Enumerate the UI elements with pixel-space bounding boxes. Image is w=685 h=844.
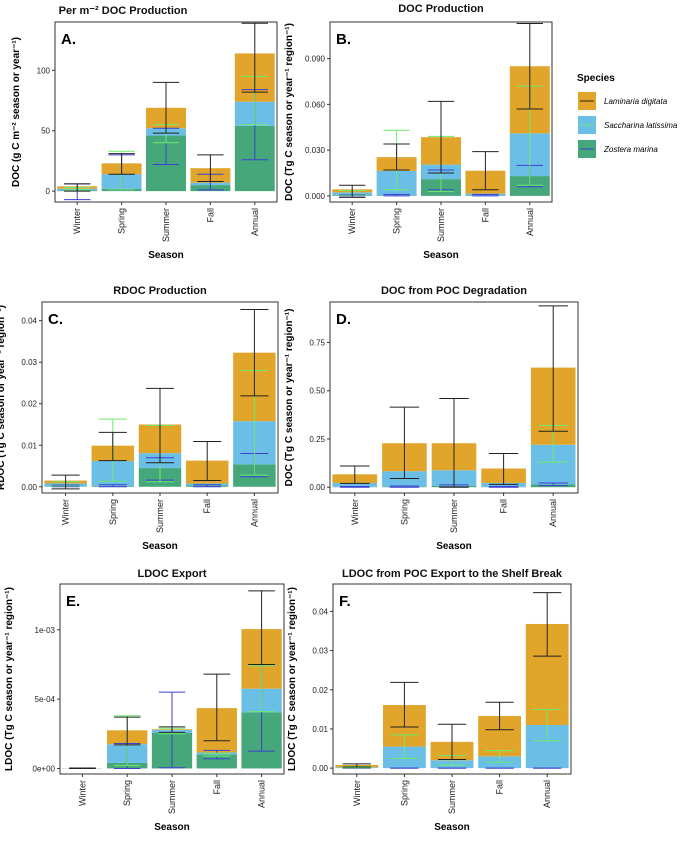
x-tick-label: Fall xyxy=(202,499,212,514)
bar-saccharina-fall xyxy=(481,482,526,487)
y-axis-label: DOC (Tg C season or year⁻¹ region⁻¹) xyxy=(284,23,295,201)
panel-a: Per m⁻² DOC Production A. 0 50 100 DOC (g C m… xyxy=(11,5,278,261)
x-tick-label: Fall xyxy=(495,780,505,795)
bar-saccharina-winter xyxy=(332,482,378,487)
x-tick-label: Winter xyxy=(77,780,87,806)
panel-e: LDOC Export E. 0e+00 5e-04 1e-03 LDOC (Tg C s… xyxy=(4,568,285,833)
x-tick-label: Summer xyxy=(449,499,459,533)
y-tick-label: 0.02 xyxy=(21,400,37,409)
x-tick-label: Fall xyxy=(212,780,222,795)
x-tick-label: Summer xyxy=(436,208,446,242)
x-tick-label: Fall xyxy=(205,208,215,223)
panel-title: Per m⁻² DOC Production xyxy=(59,5,188,17)
y-tick-label: 0.01 xyxy=(21,441,37,450)
x-axis-label: Season xyxy=(148,250,184,261)
panel-letter: A. xyxy=(61,31,76,48)
y-tick-label: 0.04 xyxy=(312,607,328,616)
panel-letter: C. xyxy=(48,311,63,328)
panel-letter: E. xyxy=(66,593,80,610)
x-tick-label: Annual xyxy=(548,499,558,527)
panel-b: DOC Production B. 0.000 0.030 0.060 0.090 DOC … xyxy=(284,3,553,261)
x-tick-label: Spring xyxy=(399,499,409,525)
x-tick-label: Winter xyxy=(350,499,360,525)
y-tick-label: 0.030 xyxy=(305,146,326,155)
x-tick-label: Summer xyxy=(161,208,171,242)
y-tick-label: 0.090 xyxy=(305,55,326,64)
panel-c: RDOC Production C. 0.00 0.01 0.02 0.03 0.04 RDO… xyxy=(0,285,279,552)
x-tick-label: Annual xyxy=(249,499,259,527)
y-tick-label: 0.04 xyxy=(21,317,37,326)
x-tick-label: Annual xyxy=(250,208,260,236)
x-tick-label: Summer xyxy=(155,499,165,533)
panel-f: LDOC from POC Export to the Shelf Break F… xyxy=(287,568,572,833)
y-tick-label: 5e-04 xyxy=(35,695,56,704)
x-tick-label: Spring xyxy=(399,780,409,806)
y-axis-label: LDOC (Tg C season or year⁻¹ region⁻¹) xyxy=(4,587,15,771)
x-tick-label: Fall xyxy=(499,499,509,514)
panel-letter: B. xyxy=(336,31,351,48)
bar-zostera-fall xyxy=(196,754,237,769)
panel-title: RDOC Production xyxy=(113,285,207,297)
x-tick-label: Spring xyxy=(122,780,132,806)
x-axis-label: Season xyxy=(436,541,472,552)
x-tick-label: Fall xyxy=(480,208,490,223)
panel-title: DOC Production xyxy=(398,3,484,15)
panel-title: LDOC from POC Export to the Shelf Break xyxy=(342,568,563,580)
x-tick-label: Winter xyxy=(347,208,357,234)
y-tick-label: 0.03 xyxy=(312,647,328,656)
panel-letter: F. xyxy=(339,593,351,610)
y-tick-label: 0.03 xyxy=(21,358,37,367)
x-tick-label: Winter xyxy=(61,499,71,525)
y-tick-label: 0e+00 xyxy=(33,764,56,773)
y-tick-label: 0.00 xyxy=(309,483,325,492)
y-tick-label: 0 xyxy=(46,187,51,196)
x-tick-label: Spring xyxy=(108,499,118,525)
y-axis-label: LDOC (Tg C season or year⁻¹ region⁻¹) xyxy=(287,587,298,771)
y-tick-label: 0.50 xyxy=(309,387,325,396)
legend: Species Laminaria digitata Saccharina la… xyxy=(577,73,678,158)
y-axis-label: DOC (Tg C season or year⁻¹ region⁻¹) xyxy=(284,309,295,487)
y-axis-label: DOC (g C m⁻² season or year⁻¹) xyxy=(11,37,22,187)
x-axis-label: Season xyxy=(423,250,459,261)
x-tick-label: Winter xyxy=(352,780,362,806)
x-tick-label: Spring xyxy=(392,208,402,234)
y-tick-label: 0.060 xyxy=(305,100,326,109)
y-tick-label: 0.000 xyxy=(305,192,326,201)
y-tick-label: 0.75 xyxy=(309,339,325,348)
legend-title: Species xyxy=(577,73,615,84)
y-tick-label: 1e-03 xyxy=(35,626,56,635)
panel-title: DOC from POC Degradation xyxy=(381,285,527,297)
panel-d: DOC from POC Degradation D. 0.00 0.25 0.50 0.… xyxy=(284,285,579,552)
y-tick-label: 100 xyxy=(37,66,51,75)
y-axis-label: RDOC (Tg C season or year⁻¹ region⁻¹) xyxy=(0,305,7,490)
x-tick-label: Winter xyxy=(72,208,82,234)
x-tick-label: Summer xyxy=(167,780,177,814)
x-axis-label: Season xyxy=(434,822,470,833)
y-tick-label: 0.25 xyxy=(309,435,325,444)
y-tick-label: 50 xyxy=(41,127,50,136)
x-tick-label: Summer xyxy=(447,780,457,814)
legend-label-zostera: Zostera marina xyxy=(603,145,658,154)
x-tick-label: Spring xyxy=(117,208,127,234)
x-tick-label: Annual xyxy=(525,208,535,236)
y-tick-label: 0.02 xyxy=(312,686,328,695)
y-tick-label: 0.00 xyxy=(312,764,328,773)
y-tick-label: 0.01 xyxy=(312,725,328,734)
panel-letter: D. xyxy=(336,311,351,328)
panel-title: LDOC Export xyxy=(137,568,206,580)
y-tick-label: 0.00 xyxy=(21,483,37,492)
x-tick-label: Annual xyxy=(257,780,267,808)
legend-label-laminaria: Laminaria digitata xyxy=(604,97,668,106)
legend-label-saccharina: Saccharina latissima xyxy=(604,121,678,130)
x-tick-label: Annual xyxy=(542,780,552,808)
x-axis-label: Season xyxy=(154,822,190,833)
x-axis-label: Season xyxy=(142,541,178,552)
